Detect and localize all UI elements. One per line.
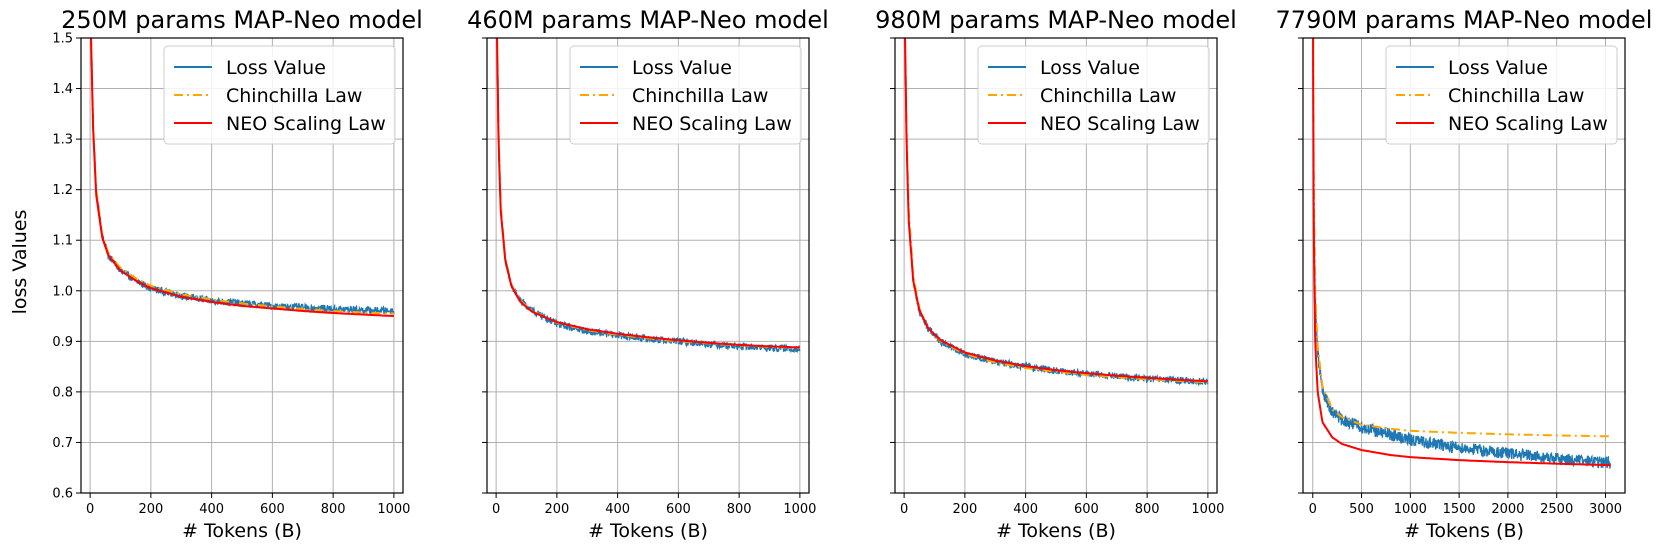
x-tick-label: 2500 (1540, 502, 1573, 517)
legend-label: Chinchilla Law (1040, 85, 1176, 107)
legend-label: Chinchilla Law (226, 85, 362, 107)
x-tick-label: 0 (1309, 502, 1317, 517)
chart-title: 980M params MAP-Neo model (875, 6, 1237, 34)
series-group (496, 38, 801, 354)
legend: Loss Value Chinchilla Law NEO Scaling Law (163, 45, 396, 145)
legend-label: NEO Scaling Law (1448, 113, 1608, 135)
series-line-neo-scaling-law (90, 38, 394, 318)
x-tick-label: 400 (605, 502, 630, 517)
x-tick-label: 400 (1013, 502, 1038, 517)
x-axis-label: # Tokens (B) (182, 520, 302, 542)
plot-frame (486, 37, 810, 494)
x-tick-label: 600 (260, 502, 285, 517)
series-line-neo-scaling-law (496, 38, 800, 349)
plot-frame (894, 37, 1218, 494)
x-tick-label: 600 (1074, 502, 1099, 517)
x-axis-label: # Tokens (B) (1404, 520, 1524, 542)
legend-box (569, 45, 802, 145)
y-tick-label: 1.4 (52, 82, 73, 97)
x-axis-label: # Tokens (B) (996, 520, 1116, 542)
y-tick-label: 1.5 (52, 32, 73, 47)
x-tick-label: 0 (900, 502, 908, 517)
x-tick-label: 600 (666, 502, 691, 517)
legend-label: Chinchilla Law (632, 85, 768, 107)
chart-panel-1: 250M params MAP-Neo model 0 200 400 600 800 10… (52, 6, 423, 542)
legend-label: NEO Scaling Law (226, 113, 386, 135)
series-group (904, 38, 1209, 387)
legend-label: Loss Value (632, 57, 732, 79)
x-tick-label: 0 (86, 502, 94, 517)
chart-panel-3: 980M params MAP-Neo model 0 200 400 600 800 10… (875, 6, 1237, 542)
x-tick-label: 1000 (783, 502, 816, 517)
y-tick-label: 1.0 (52, 284, 73, 299)
x-tick-label: 800 (1135, 502, 1160, 517)
shared-y-axis-label: loss Values (9, 210, 31, 315)
y-tick-label: 0.9 (52, 335, 73, 350)
x-tick-label: 200 (544, 502, 569, 517)
legend-label: Loss Value (1448, 57, 1548, 79)
x-tick-label: 800 (321, 502, 346, 517)
chart-panel-4: 7790M params MAP-Neo model 0 500 1000 1500 20… (1276, 6, 1653, 542)
x-tick-label: 500 (1349, 502, 1374, 517)
x-tick-label: 2000 (1491, 502, 1524, 517)
x-tick-label: 1000 (377, 502, 410, 517)
x-axis-label: # Tokens (B) (588, 520, 708, 542)
chart-title: 7790M params MAP-Neo model (1276, 6, 1653, 34)
x-tick-label: 1000 (1394, 502, 1427, 517)
x-tick-label: 400 (199, 502, 224, 517)
legend-label: NEO Scaling Law (1040, 113, 1200, 135)
series-line-chinchilla-law (1312, 38, 1611, 438)
plot-frame (80, 37, 404, 494)
legend-label: NEO Scaling Law (632, 113, 792, 135)
y-tick-label: 0.6 (52, 487, 73, 502)
legend-label: Loss Value (226, 57, 326, 79)
legend: Loss Value Chinchilla Law NEO Scaling Law (977, 45, 1210, 145)
plot-frame (1302, 37, 1626, 494)
y-tick-label: 1.3 (52, 133, 73, 148)
y-tick-label: 1.2 (52, 183, 73, 198)
series-group (1312, 38, 1612, 469)
x-tick-label: 0 (492, 502, 500, 517)
series-line-loss-value (1312, 38, 1612, 469)
x-tick-label: 200 (138, 502, 163, 517)
series-line-neo-scaling-law (1312, 38, 1611, 467)
x-tick-label: 1000 (1191, 502, 1224, 517)
x-tick-label: 800 (727, 502, 752, 517)
legend: Loss Value Chinchilla Law NEO Scaling Law (1385, 45, 1618, 145)
x-tick-label: 200 (952, 502, 977, 517)
x-tick-label: 1500 (1443, 502, 1476, 517)
legend-label: Loss Value (1040, 57, 1140, 79)
chart-title: 250M params MAP-Neo model (61, 6, 423, 34)
legend-box (977, 45, 1210, 145)
series-line-loss-value (90, 38, 395, 316)
legend: Loss Value Chinchilla Law NEO Scaling Law (569, 45, 802, 145)
legend-box (1385, 45, 1618, 145)
y-tick-label: 1.1 (52, 234, 73, 249)
series-line-neo-scaling-law (904, 38, 1208, 383)
series-group (90, 38, 395, 318)
x-tick-label: 3000 (1589, 502, 1622, 517)
legend-label: Chinchilla Law (1448, 85, 1584, 107)
legend-box (163, 45, 396, 145)
chart-panel-2: 460M params MAP-Neo model 0 200 400 600 800 10… (467, 6, 829, 542)
y-tick-label: 0.8 (52, 385, 73, 400)
y-tick-label: 0.7 (52, 436, 73, 451)
chart-title: 460M params MAP-Neo model (467, 6, 829, 34)
